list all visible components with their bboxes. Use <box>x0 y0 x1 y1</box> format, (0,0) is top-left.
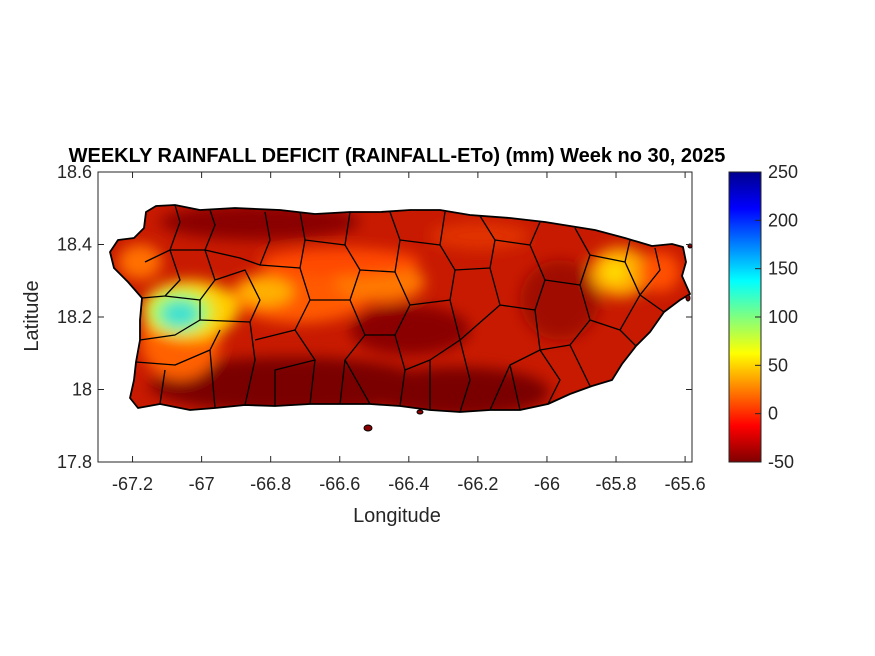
y-tick-label: 18.4 <box>57 235 92 255</box>
x-axis-ticks: -67.2 -67 -66.8 -66.6 -66.4 -66.2 -66 -65.8 -65.… <box>112 172 706 494</box>
y-tick-label: 18.6 <box>57 162 92 182</box>
colorbar-tick-label: 50 <box>768 355 788 375</box>
x-tick-label: -66.4 <box>388 474 429 494</box>
colorbar-ticks: 250 200 150 100 50 0 -50 <box>755 162 798 472</box>
x-tick-label: -66 <box>534 474 560 494</box>
small-islands <box>363 243 693 432</box>
x-axis-label: Longitude <box>353 505 441 527</box>
colorbar-tick-label: 150 <box>768 259 798 279</box>
y-tick-label: 18 <box>72 380 92 400</box>
municipality-boundaries <box>109 204 691 413</box>
colorbar-tick-label: 100 <box>768 307 798 327</box>
y-tick-label: 17.8 <box>57 452 92 472</box>
colorbar-tick-label: 250 <box>768 162 798 182</box>
x-tick-label: -66.2 <box>457 474 498 494</box>
colorbar-tick-label: 0 <box>768 404 778 424</box>
x-tick-label: -67 <box>189 474 215 494</box>
x-tick-label: -65.6 <box>665 474 706 494</box>
x-tick-label: -65.8 <box>596 474 637 494</box>
y-axis-ticks: 18.6 18.4 18.2 18 17.8 <box>57 162 692 472</box>
y-axis-label: Latitude <box>21 280 43 351</box>
colorbar-tick-label: 200 <box>768 210 798 230</box>
y-tick-label: 18.2 <box>57 307 92 327</box>
map-title: WEEKLY RAINFALL DEFICIT (RAINFALL-ETo) (… <box>69 145 726 167</box>
x-tick-label: -66.6 <box>319 474 360 494</box>
colorbar-tick-label: -50 <box>768 452 794 472</box>
x-tick-label: -66.8 <box>250 474 291 494</box>
x-tick-label: -67.2 <box>112 474 153 494</box>
